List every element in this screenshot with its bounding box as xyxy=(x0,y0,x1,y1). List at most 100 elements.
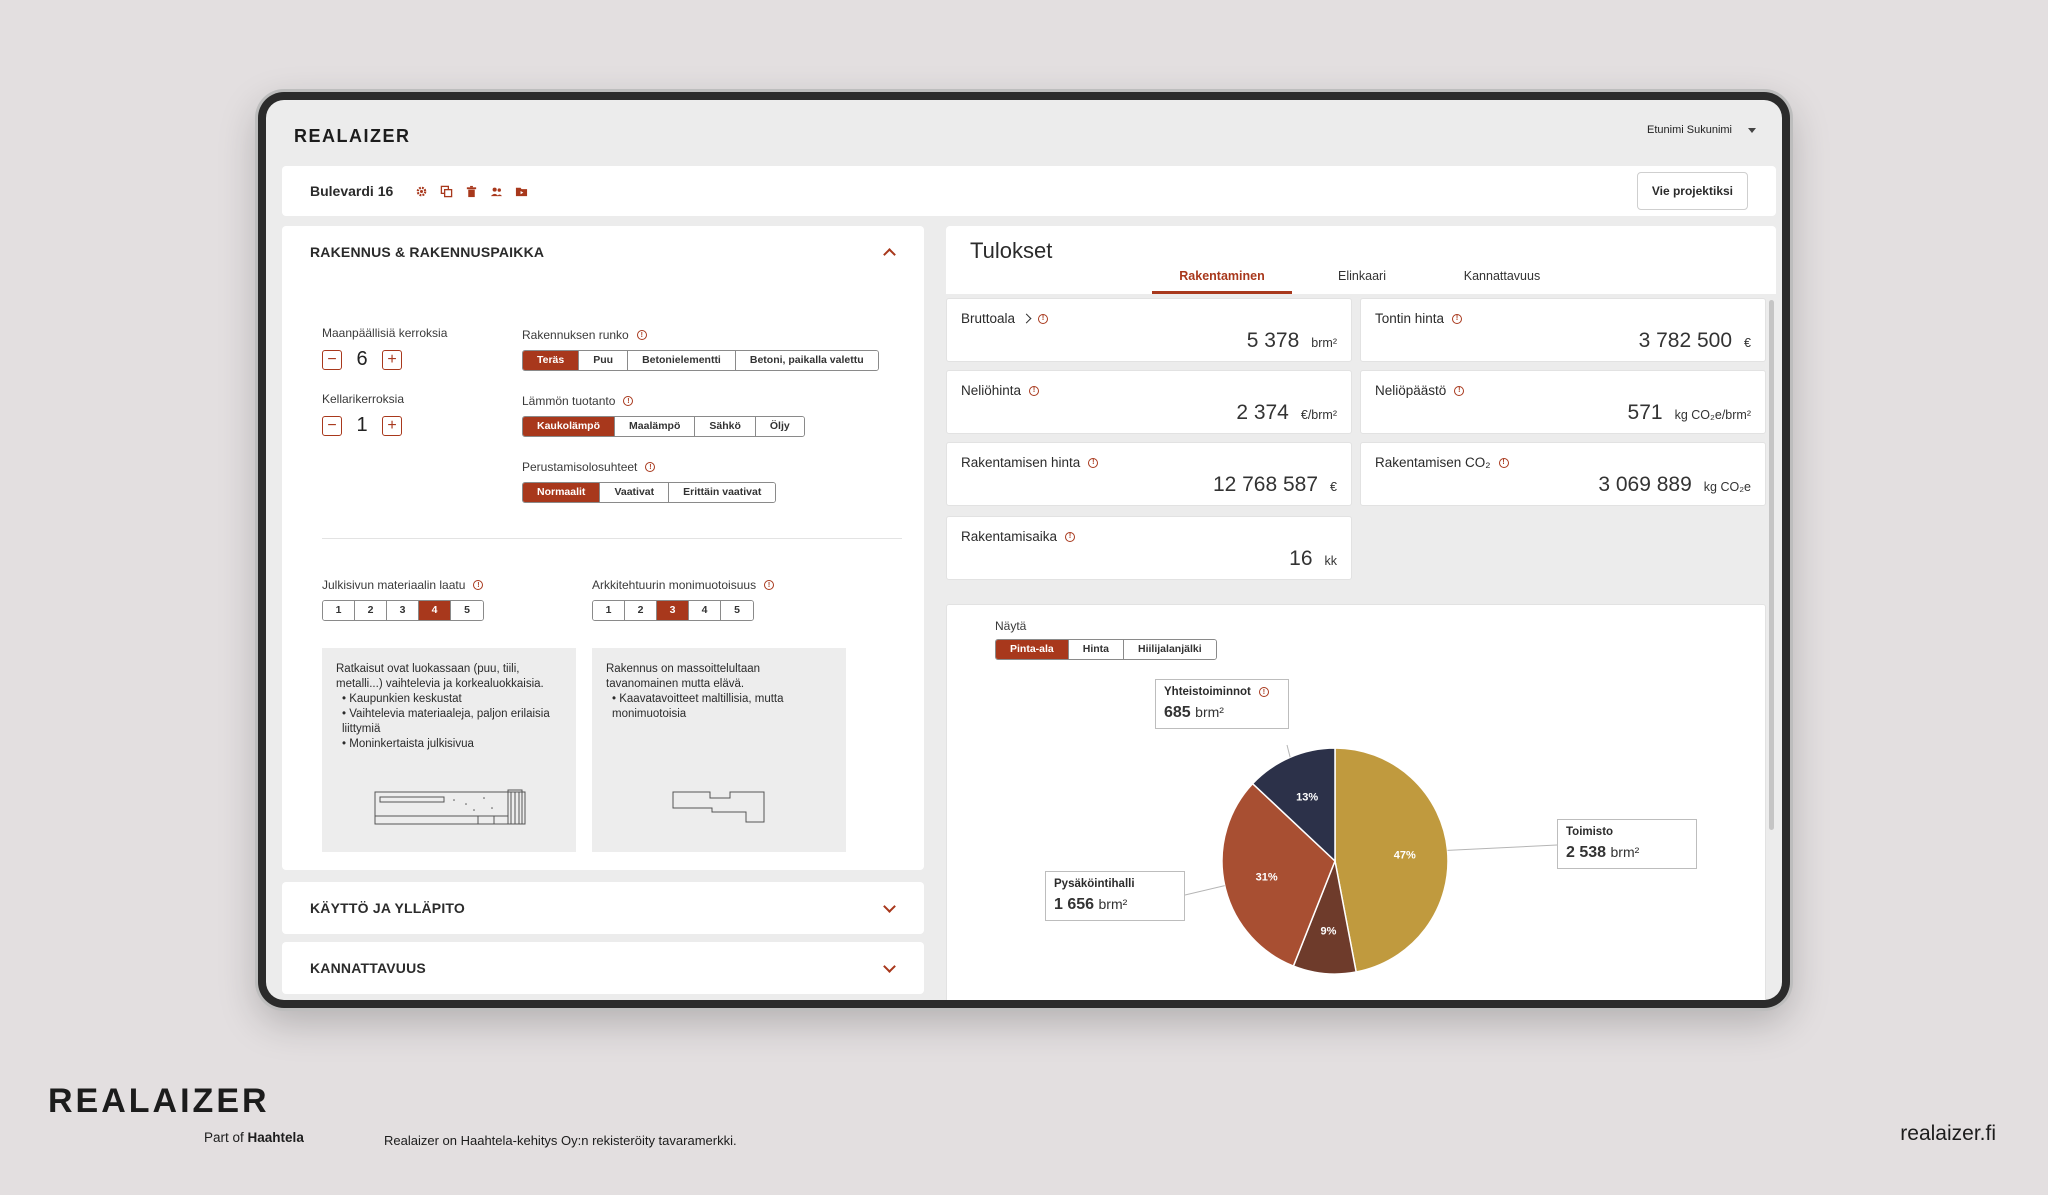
callout-leader-line xyxy=(1286,744,1291,758)
results-scrollbar[interactable] xyxy=(1768,296,1776,1000)
info-icon[interactable]: ! xyxy=(764,580,775,590)
folder-icon[interactable] xyxy=(515,185,528,198)
profitability-section[interactable]: KANNATTAVUUS xyxy=(282,942,924,994)
scrollbar-thumb[interactable] xyxy=(1769,300,1774,830)
facade-option-4[interactable]: 4 xyxy=(419,601,451,620)
info-icon[interactable]: ! xyxy=(1088,457,1099,468)
frame-option-wood[interactable]: Puu xyxy=(579,351,629,370)
chevron-right-icon[interactable] xyxy=(1021,313,1032,324)
user-menu[interactable]: Etunimi Sukunimi xyxy=(1647,124,1756,136)
metric-construction-price: Rakentamisen hinta! 12 768 587 € xyxy=(946,442,1352,506)
results-panel: Tulokset Rakentaminen Elinkaari Kannatta… xyxy=(946,226,1776,1000)
callout-name: Pysäköintihalli xyxy=(1054,878,1135,890)
app-logo[interactable]: REALAIZER xyxy=(294,126,411,146)
usage-section-header[interactable]: KÄYTTÖ JA YLLÄPITO xyxy=(282,882,924,934)
project-actions xyxy=(415,185,528,198)
foundation-option-normal[interactable]: Normaalit xyxy=(523,483,601,502)
arch-label: Arkkitehtuurin monimuotoisuus! xyxy=(592,578,775,592)
increment-button[interactable]: + xyxy=(382,349,402,370)
app-screen: REALAIZER Etunimi Sukunimi Bulevardi 16 … xyxy=(266,100,1782,1000)
frame-option-precast[interactable]: Betonielementti xyxy=(628,351,736,370)
show-option-carbon[interactable]: Hiilijalanjälki xyxy=(1124,640,1216,659)
info-icon[interactable]: ! xyxy=(1029,385,1040,396)
show-label: Näytä xyxy=(995,619,1027,633)
basement-stepper: − 1 + xyxy=(322,414,404,437)
info-icon[interactable]: ! xyxy=(1454,385,1465,396)
metric-number: 571 xyxy=(1627,401,1663,424)
metric-number: 3 069 889 xyxy=(1598,473,1692,496)
frame-option-cast-in-place[interactable]: Betoni, paikalla valettu xyxy=(735,351,878,370)
footer-url[interactable]: realaizer.fi xyxy=(1900,1122,1996,1145)
facade-illustration xyxy=(374,789,526,825)
export-project-button[interactable]: Vie projektiksi xyxy=(1636,172,1748,210)
tab-lifecycle[interactable]: Elinkaari xyxy=(1338,269,1386,283)
arch-option-2[interactable]: 2 xyxy=(625,601,657,620)
facade-description: Ratkaisut ovat luokassaan (puu, tiili, m… xyxy=(322,648,576,852)
info-icon[interactable]: ! xyxy=(1452,313,1463,324)
architecture-description: Rakennus on massoittelultaan tavanomaine… xyxy=(592,648,846,852)
callout-name: Yhteistoiminnot! xyxy=(1164,686,1280,698)
chevron-down-icon[interactable] xyxy=(883,899,896,913)
facade-option-5[interactable]: 5 xyxy=(451,601,483,620)
arch-option-1[interactable]: 1 xyxy=(593,601,625,620)
metric-value: 571 kg CO₂e/brm² xyxy=(1628,401,1751,425)
facade-option-2[interactable]: 2 xyxy=(355,601,387,620)
facade-option-3[interactable]: 3 xyxy=(387,601,419,620)
pie-slice-yhteistoiminnot[interactable] xyxy=(1251,747,1336,863)
arch-option-3[interactable]: 3 xyxy=(657,601,689,620)
arch-option-5[interactable]: 5 xyxy=(721,601,753,620)
show-option-area[interactable]: Pinta-ala xyxy=(996,640,1069,659)
metric-unit: €/brm² xyxy=(1300,408,1337,422)
increment-button[interactable]: + xyxy=(382,415,402,436)
metric-unit: brm² xyxy=(1311,336,1337,350)
results-header: Tulokset Rakentaminen Elinkaari Kannatta… xyxy=(946,226,1776,294)
pie-label-yhteistoiminnot: 13% xyxy=(1296,792,1318,804)
tab-profitability[interactable]: Kannattavuus xyxy=(1463,269,1541,283)
callout-unit: brm² xyxy=(1098,896,1128,912)
heating-option-geothermal[interactable]: Maalämpö xyxy=(615,417,696,436)
info-icon[interactable]: ! xyxy=(1038,313,1049,324)
metric-gross-area[interactable]: Bruttoala! 5 378 brm² xyxy=(946,298,1352,362)
decrement-button[interactable]: − xyxy=(322,415,342,436)
info-icon[interactable]: ! xyxy=(623,396,634,406)
usage-section[interactable]: KÄYTTÖ JA YLLÄPITO xyxy=(282,882,924,934)
pie-slice-toimisto[interactable] xyxy=(1334,747,1449,973)
info-icon[interactable]: ! xyxy=(645,462,656,472)
floors-above-stepper: − 6 + xyxy=(322,348,447,371)
chevron-down-icon[interactable] xyxy=(1748,127,1756,133)
profitability-section-header[interactable]: KANNATTAVUUS xyxy=(282,942,924,994)
info-icon[interactable]: ! xyxy=(473,580,484,590)
architecture-illustration xyxy=(672,791,765,823)
info-icon[interactable]: ! xyxy=(1258,687,1269,697)
share-users-icon[interactable] xyxy=(490,185,503,198)
trash-icon[interactable] xyxy=(465,185,478,198)
info-icon[interactable]: ! xyxy=(1498,457,1509,468)
frame-option-steel[interactable]: Teräs xyxy=(523,351,580,370)
info-icon[interactable]: ! xyxy=(1065,531,1076,542)
metric-unit: € xyxy=(1744,336,1751,350)
metric-value: 3 782 500 € xyxy=(1639,329,1751,353)
copy-icon[interactable] xyxy=(440,185,453,198)
metric-value: 5 378 brm² xyxy=(1247,329,1337,353)
building-section-header[interactable]: RAKENNUS & RAKENNUSPAIKKA xyxy=(282,226,924,278)
facade-option-1[interactable]: 1 xyxy=(323,601,355,620)
heating-option-oil[interactable]: Öljy xyxy=(755,417,804,436)
metric-label-text: Bruttoala xyxy=(961,311,1016,326)
show-option-price[interactable]: Hinta xyxy=(1068,640,1125,659)
heating-selector: Kaukolämpö Maalämpö Sähkö Öljy xyxy=(522,416,805,437)
arch-option-4[interactable]: 4 xyxy=(689,601,721,620)
chevron-down-icon[interactable] xyxy=(883,959,896,973)
user-name[interactable]: Etunimi Sukunimi xyxy=(1647,124,1732,136)
divider xyxy=(322,538,902,539)
tab-construction[interactable]: Rakentaminen xyxy=(1152,266,1292,294)
heating-option-district[interactable]: Kaukolämpö xyxy=(523,417,616,436)
foundation-option-very-demanding[interactable]: Erittäin vaativat xyxy=(669,483,776,502)
heating-option-electric[interactable]: Sähkö xyxy=(695,417,756,436)
pie-slice-pysäköintihalli[interactable] xyxy=(1221,782,1336,968)
foundation-option-demanding[interactable]: Vaativat xyxy=(600,483,670,502)
gear-icon[interactable] xyxy=(415,185,428,198)
callout-value: 1 656 brm² xyxy=(1054,896,1176,914)
info-icon[interactable]: ! xyxy=(636,330,647,340)
decrement-button[interactable]: − xyxy=(322,349,342,370)
chevron-up-icon[interactable] xyxy=(883,248,896,261)
